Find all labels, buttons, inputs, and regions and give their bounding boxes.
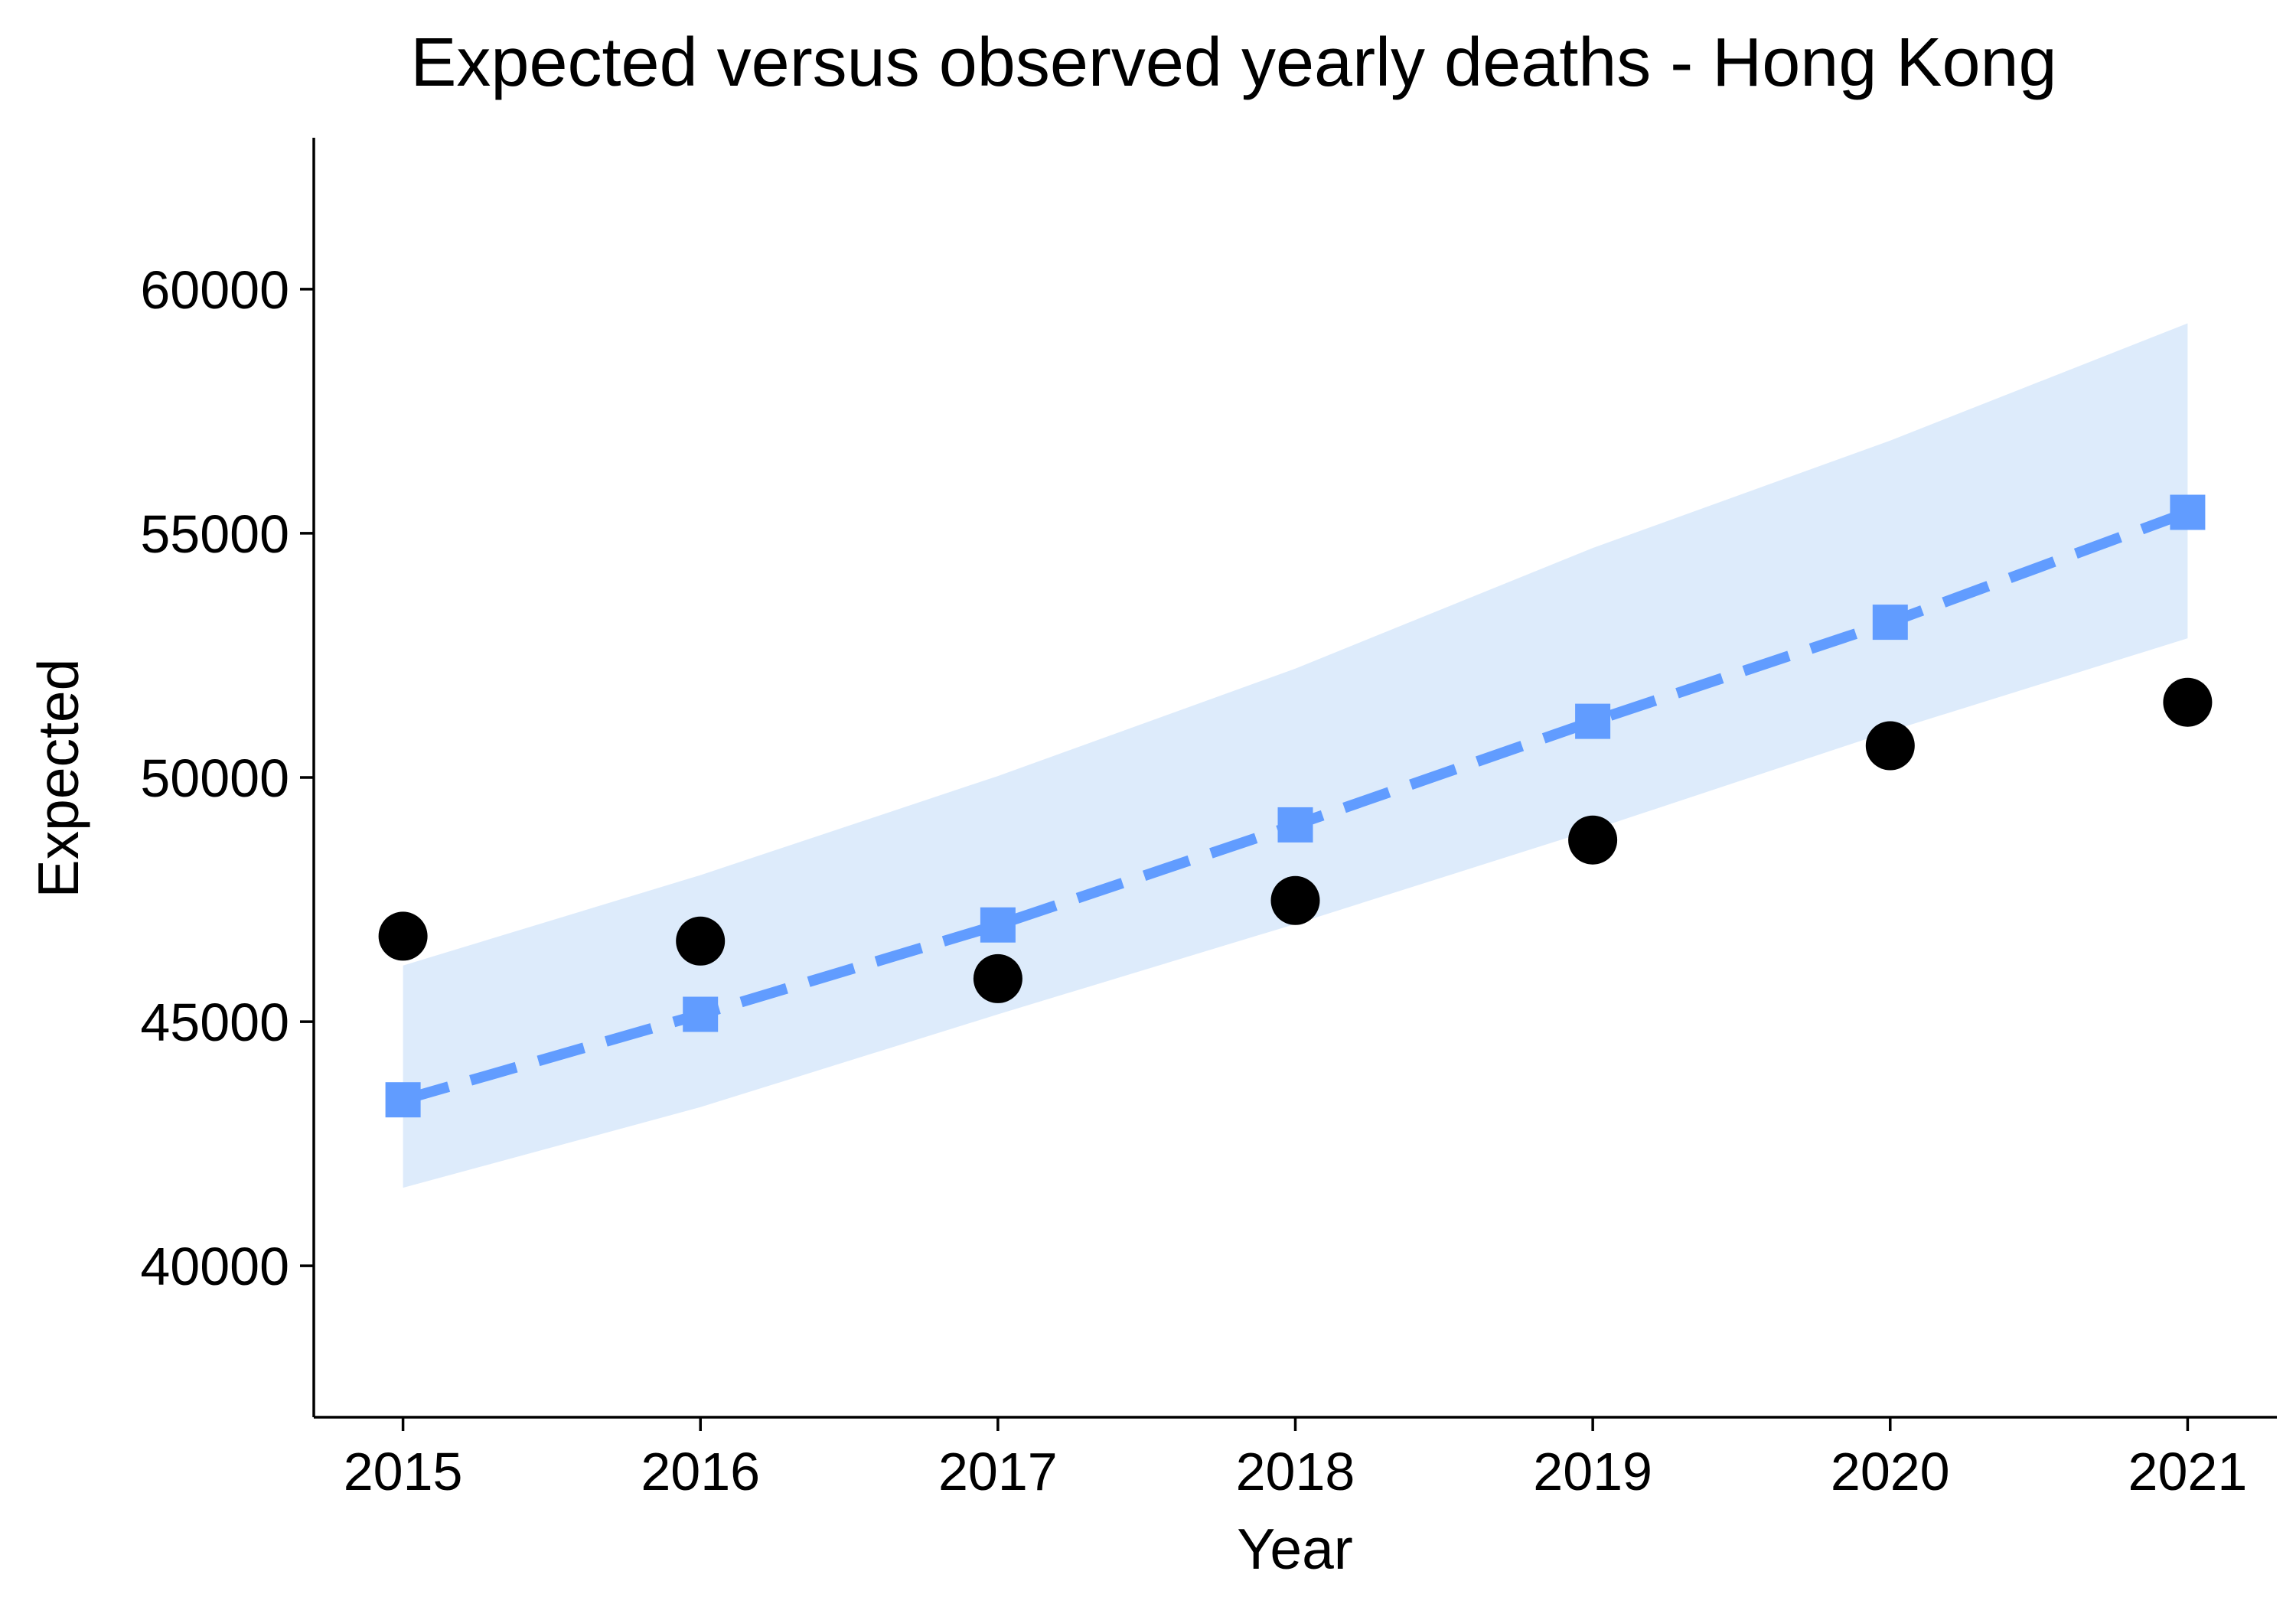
- expected-interval-band: [403, 323, 2188, 1188]
- expected-marker-2020: [1872, 605, 1908, 641]
- observed-point-2019: [1568, 815, 1618, 865]
- x-tick-label: 2019: [1533, 1442, 1652, 1501]
- y-tick-label: 50000: [140, 748, 289, 808]
- x-tick-label: 2015: [344, 1442, 463, 1501]
- y-tick-label: 40000: [140, 1237, 289, 1296]
- observed-point-2017: [973, 953, 1022, 1003]
- x-tick-label: 2020: [1831, 1442, 1950, 1501]
- expected-marker-2018: [1277, 807, 1313, 843]
- observed-point-2020: [1865, 721, 1915, 771]
- expected-marker-2015: [385, 1082, 421, 1118]
- expected-marker-2019: [1575, 703, 1611, 739]
- x-tick-label: 2016: [641, 1442, 760, 1501]
- x-axis-ticks: 2015 2016 2017 2018 2019 2020 2021: [344, 1417, 2248, 1501]
- y-tick-label: 55000: [140, 504, 289, 564]
- observed-point-2018: [1270, 875, 1320, 925]
- observed-points-layer: [378, 677, 2213, 1003]
- observed-point-2016: [676, 916, 726, 966]
- y-tick-label: 45000: [140, 993, 289, 1052]
- y-axis-title: Expected: [26, 659, 90, 898]
- observed-point-2021: [2163, 677, 2213, 727]
- chart-title: Expected versus observed yearly deaths -…: [410, 24, 2056, 101]
- expected-marker-2021: [2170, 494, 2206, 530]
- expected-marker-2017: [980, 907, 1016, 943]
- observed-point-2015: [378, 911, 428, 961]
- x-tick-label: 2017: [938, 1442, 1058, 1501]
- x-tick-label: 2021: [2128, 1442, 2248, 1501]
- expected-marker-2016: [683, 996, 719, 1032]
- x-tick-label: 2018: [1236, 1442, 1355, 1501]
- y-tick-label: 60000: [140, 260, 289, 320]
- y-axis-ticks: 40000 45000 50000 55000 60000: [140, 260, 314, 1296]
- expected-interval-band-layer: [403, 323, 2188, 1188]
- expected-line-layer: [385, 494, 2206, 1118]
- x-axis-title: Year: [1237, 1517, 1353, 1581]
